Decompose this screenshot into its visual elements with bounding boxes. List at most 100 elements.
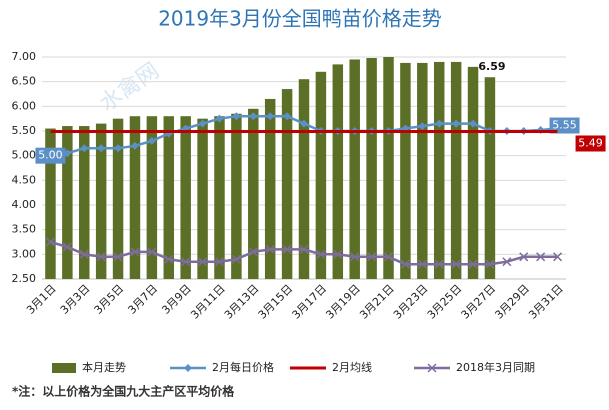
marker bbox=[536, 252, 546, 262]
bar bbox=[264, 98, 276, 279]
marker bbox=[248, 247, 258, 257]
marker bbox=[367, 252, 377, 262]
bar bbox=[129, 116, 141, 279]
marker bbox=[400, 259, 410, 269]
y-tick-label: 6.50 bbox=[12, 75, 37, 88]
value-label-box bbox=[575, 135, 606, 152]
marker bbox=[316, 249, 326, 259]
x-tick-label: 3月23日 bbox=[391, 282, 431, 322]
marker bbox=[468, 259, 478, 269]
bar bbox=[95, 123, 107, 279]
x-tick-label: 3月1日 bbox=[24, 282, 59, 317]
marker bbox=[63, 149, 72, 158]
marker bbox=[113, 252, 123, 262]
marker bbox=[333, 249, 343, 259]
x-tick-label: 3月25日 bbox=[425, 282, 465, 322]
marker bbox=[452, 119, 461, 128]
legend-label: 2月每日价格 bbox=[212, 360, 274, 374]
marker bbox=[282, 244, 292, 254]
marker bbox=[299, 244, 309, 254]
bar bbox=[383, 57, 394, 279]
bar bbox=[450, 61, 462, 279]
marker bbox=[451, 259, 461, 269]
x-tick-label: 3月5日 bbox=[92, 282, 127, 317]
marker bbox=[249, 112, 258, 121]
x-tick-label: 3月7日 bbox=[125, 282, 160, 317]
bar bbox=[248, 108, 259, 279]
marker bbox=[147, 247, 157, 257]
x-tick-label: 3月31日 bbox=[526, 282, 566, 322]
y-tick-label: 7.00 bbox=[12, 50, 37, 63]
marker bbox=[434, 259, 444, 269]
y-tick-label: 2.50 bbox=[12, 272, 37, 285]
marker bbox=[79, 249, 89, 259]
x-tick-label: 3月3日 bbox=[58, 282, 93, 317]
marker bbox=[502, 257, 512, 267]
marker bbox=[469, 119, 478, 128]
marker bbox=[181, 257, 191, 267]
x-tick-label: 3月11日 bbox=[188, 282, 228, 322]
marker bbox=[130, 247, 140, 257]
legend-label: 2018年3月同期 bbox=[456, 360, 535, 374]
x-tick-label: 3月17日 bbox=[290, 282, 330, 322]
x-tick-label: 3月19日 bbox=[323, 282, 363, 322]
marker bbox=[96, 252, 106, 262]
bar bbox=[163, 116, 175, 279]
bar bbox=[298, 79, 310, 279]
x-tick-label: 3月13日 bbox=[222, 282, 262, 322]
bar bbox=[417, 62, 428, 279]
y-tick-label: 3.50 bbox=[12, 223, 37, 236]
legend-label: 2月均线 bbox=[332, 360, 372, 374]
bar bbox=[62, 126, 73, 279]
marker bbox=[553, 252, 563, 262]
x-tick-label: 3月15日 bbox=[256, 282, 296, 322]
marker bbox=[215, 114, 224, 123]
legend-marker bbox=[427, 363, 437, 373]
legend-marker bbox=[184, 364, 192, 372]
bar bbox=[366, 57, 377, 280]
marker bbox=[198, 119, 207, 128]
legend-label: 本月走势 bbox=[82, 360, 126, 374]
y-tick-label: 5.50 bbox=[12, 124, 37, 137]
value-label-box bbox=[35, 147, 66, 164]
marker bbox=[62, 242, 72, 252]
bar bbox=[484, 77, 496, 279]
marker bbox=[80, 144, 89, 153]
y-tick-label: 4.00 bbox=[12, 198, 37, 211]
bar bbox=[467, 66, 479, 279]
value-label-box bbox=[549, 117, 580, 134]
bar bbox=[332, 64, 344, 280]
marker bbox=[418, 122, 427, 131]
watermark: 水禽网 bbox=[96, 58, 164, 116]
bar bbox=[231, 113, 242, 279]
x-tick-label: 3月21日 bbox=[357, 282, 397, 322]
bar bbox=[315, 71, 327, 279]
bar bbox=[197, 118, 208, 280]
bar bbox=[349, 59, 360, 279]
marker bbox=[130, 141, 139, 150]
marker bbox=[300, 119, 308, 128]
bar bbox=[180, 116, 191, 279]
marker bbox=[114, 144, 123, 153]
marker bbox=[519, 252, 529, 262]
x-tick-label: 3月29日 bbox=[492, 282, 532, 322]
bar bbox=[112, 118, 124, 280]
y-tick-label: 4.50 bbox=[12, 173, 37, 186]
marker bbox=[417, 259, 427, 269]
y-tick-label: 3.00 bbox=[12, 247, 37, 260]
bar bbox=[400, 62, 411, 279]
value-label: 6.59 bbox=[478, 60, 505, 73]
marker bbox=[97, 144, 106, 153]
value-label: 5.00 bbox=[38, 149, 63, 162]
marker bbox=[350, 252, 360, 262]
marker bbox=[198, 257, 208, 267]
marker bbox=[214, 257, 225, 267]
bar bbox=[281, 89, 293, 279]
bar bbox=[45, 128, 56, 279]
marker bbox=[45, 237, 55, 247]
marker bbox=[485, 259, 495, 269]
bar bbox=[214, 116, 225, 279]
value-label: 5.49 bbox=[578, 136, 603, 149]
marker bbox=[383, 252, 394, 262]
